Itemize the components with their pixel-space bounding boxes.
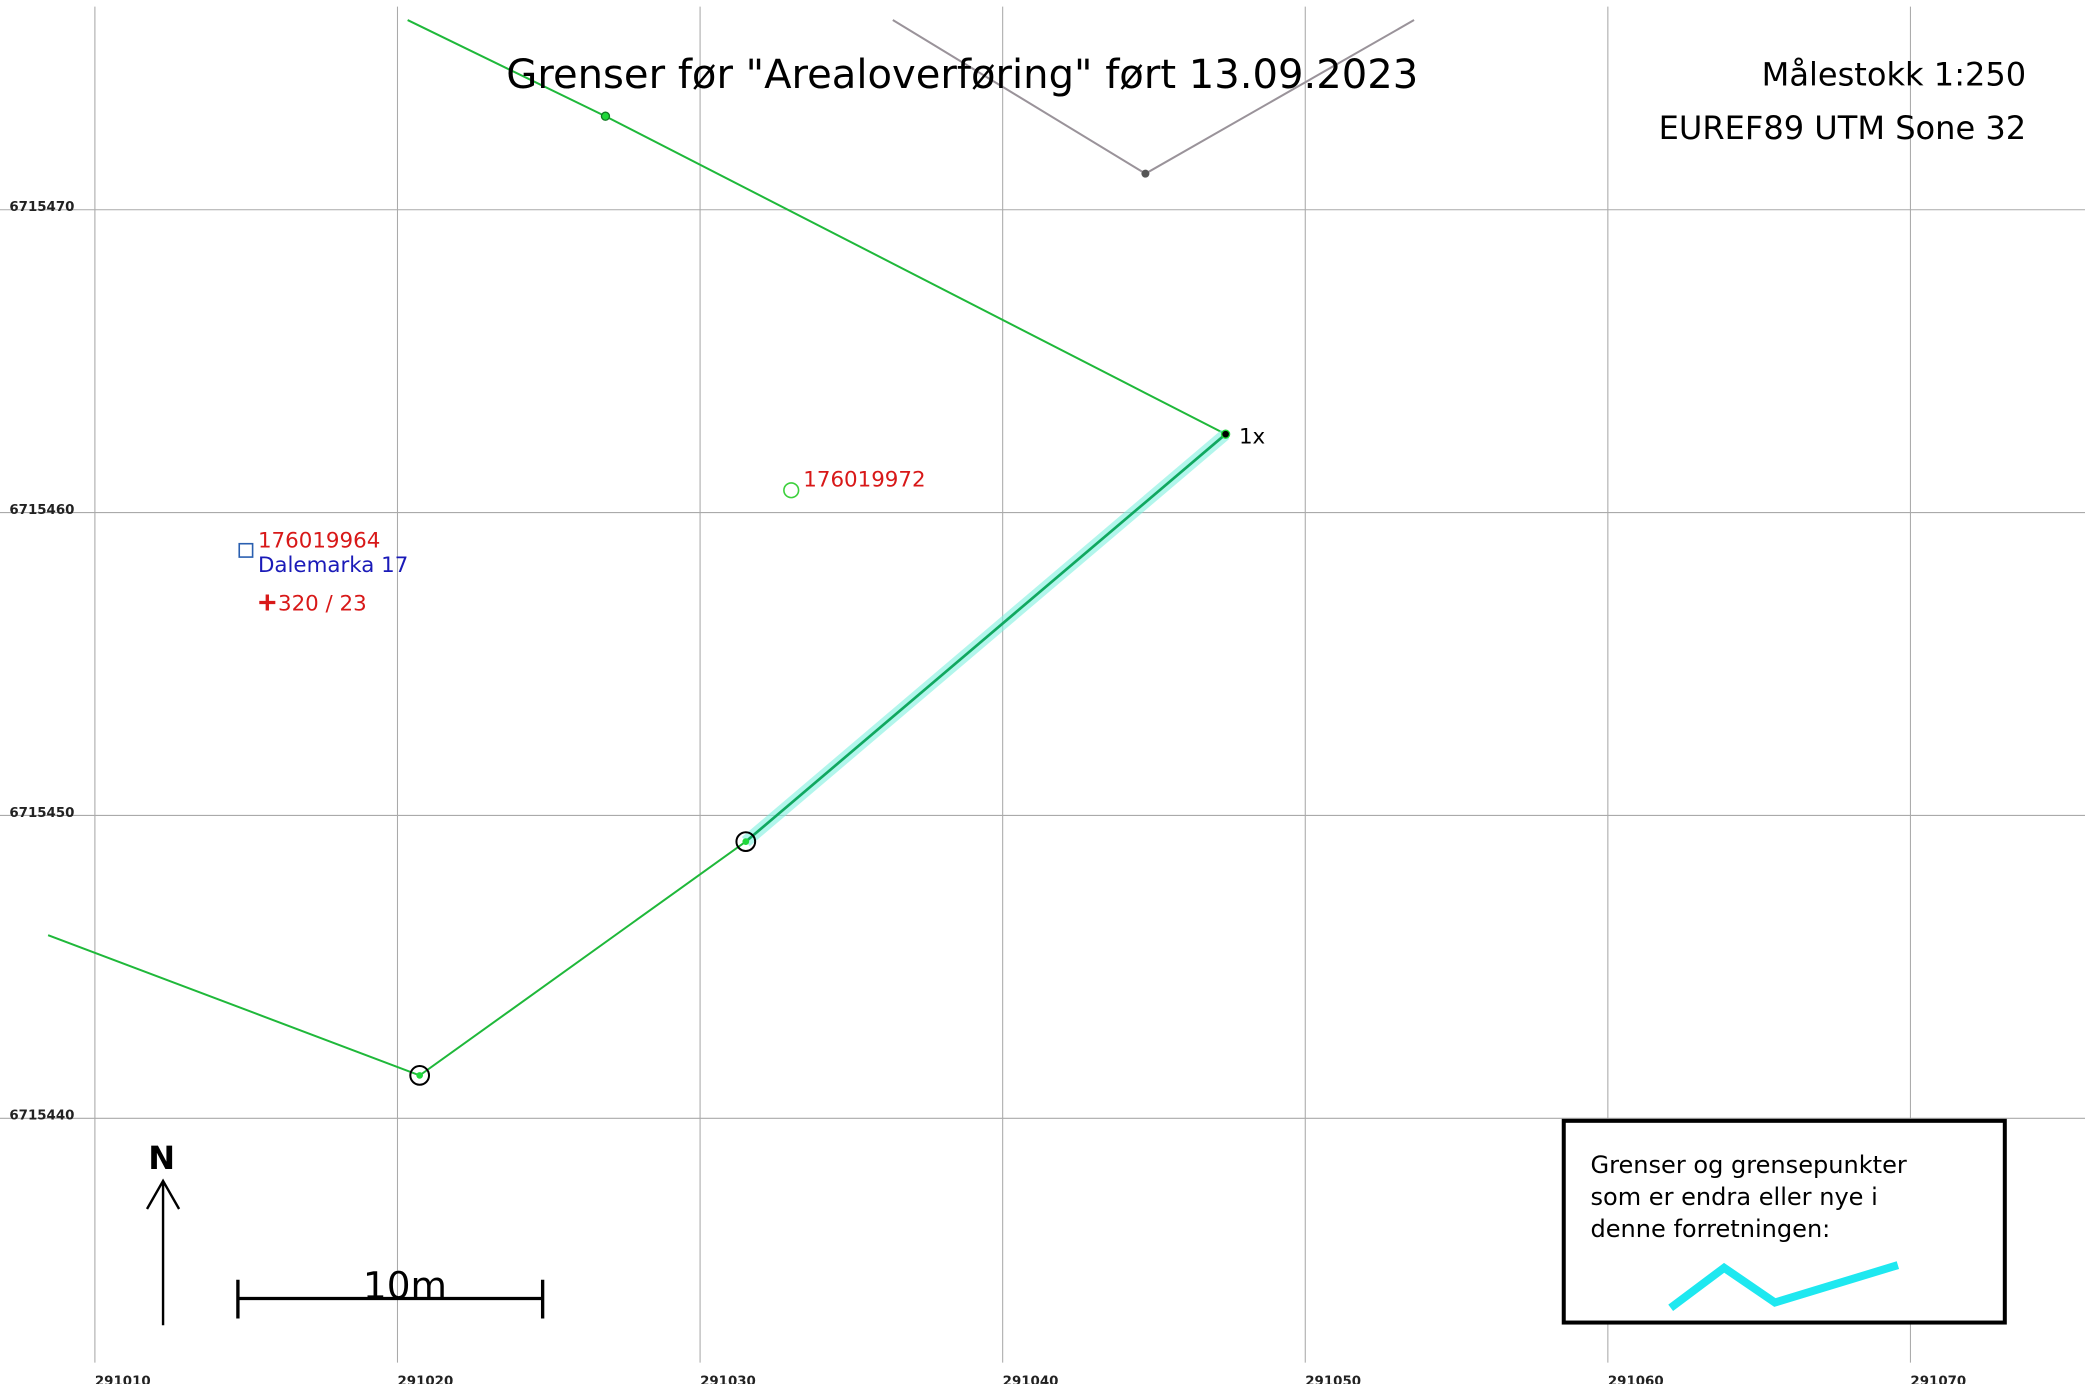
grid-label-x: 291010	[95, 1374, 151, 1384]
legend-text: som er endra eller nye i	[1590, 1183, 1877, 1211]
grid-label-x: 291050	[1305, 1374, 1361, 1384]
grid: 291010 291020 291030 291040 291050 291060 2910…	[0, 6, 2085, 1384]
north-arrow	[145, 1178, 181, 1326]
legend-symbol	[1668, 1261, 1900, 1312]
grid-label-y: 6715470	[9, 200, 74, 215]
crs-text: EUREF89 UTM Sone 32	[1659, 109, 2027, 147]
grid-label-y: 6715440	[9, 1109, 74, 1124]
boundary-point	[416, 1072, 424, 1079]
legend-text: Grenser og grensepunkter	[1590, 1151, 1906, 1179]
legend-text: denne forretningen:	[1590, 1215, 1830, 1243]
scale-text: Målestokk 1:250	[1762, 56, 2027, 94]
address: Dalemarka 17	[258, 553, 408, 578]
scale-bar	[236, 1279, 545, 1319]
legend-box	[1561, 1118, 2007, 1325]
boundary-point	[600, 111, 611, 121]
scale-bar-label: 10m	[363, 1264, 447, 1308]
parcel-id: 176019964	[258, 529, 380, 554]
point-label: 1x	[1239, 425, 1265, 450]
grid-label-x: 291020	[397, 1374, 453, 1384]
grid-label-x: 291070	[1910, 1374, 1966, 1384]
grid-label-y: 6715450	[9, 806, 74, 821]
parcel-id: 176019972	[803, 467, 925, 492]
boundary-point	[742, 838, 750, 845]
grid-label-x: 291040	[1003, 1374, 1059, 1384]
title: Grenser før "Arealoverføring" ført 13.09…	[506, 52, 1418, 98]
address-marker	[238, 542, 254, 558]
changed-boundary	[744, 433, 1227, 843]
grid-label-y: 6715460	[9, 503, 74, 518]
boundary-point-ring	[735, 831, 757, 852]
parcel-marker	[783, 482, 800, 499]
boundary-point-ring	[409, 1065, 431, 1086]
grid-label-x: 291030	[700, 1374, 756, 1384]
cadastre-marker	[259, 594, 276, 611]
boundary-point	[1141, 169, 1150, 178]
north-label: N	[148, 1139, 175, 1177]
boundary-point	[1220, 429, 1231, 439]
grid-label-x: 291060	[1608, 1374, 1664, 1384]
cadastre-id: 320 / 23	[278, 592, 367, 617]
